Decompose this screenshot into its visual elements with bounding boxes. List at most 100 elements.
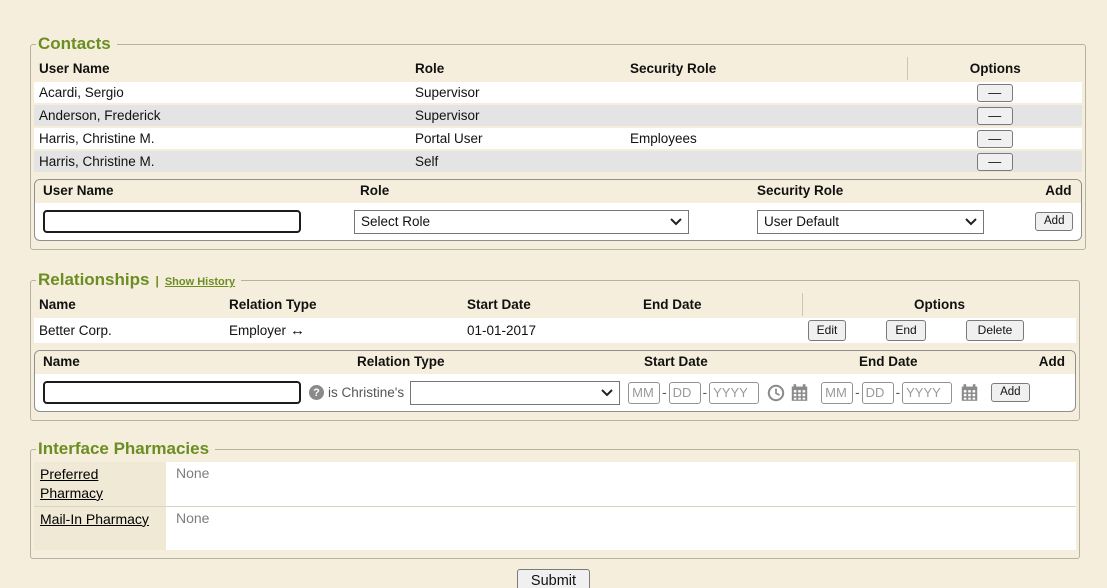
contacts-legend: Contacts — [36, 34, 117, 54]
calendar-icon[interactable] — [790, 383, 809, 402]
contact-role: Supervisor — [415, 108, 480, 123]
contacts-title: Contacts — [38, 34, 111, 53]
contact-role: Self — [415, 154, 439, 169]
submit-button[interactable]: Submit — [516, 568, 591, 588]
relationships-title: Relationships — [38, 270, 150, 289]
contacts-header-row: User Name Role Security Role Options — [34, 57, 1083, 82]
contacts-section: Contacts User Name Role Security Role Op… — [30, 34, 1087, 250]
relationships-legend: Relationships | Show History — [36, 270, 241, 290]
contact-row: Harris, Christine M. Self — — [34, 151, 1083, 174]
pharmacies-table: Preferred Pharmacy None Mail-In Pharmacy… — [34, 462, 1076, 550]
relationship-name-input[interactable] — [43, 381, 301, 404]
add-contact-col-user-name: User Name — [43, 183, 114, 198]
mail-in-pharmacy-value: None — [176, 509, 210, 526]
mail-in-pharmacy-cell: Mail-In Pharmacy — [34, 506, 166, 550]
contact-row: Acardi, Sergio Supervisor — — [34, 82, 1083, 105]
chevron-down-icon — [601, 388, 613, 396]
contact-user-name: Acardi, Sergio — [39, 85, 124, 100]
relationships-section: Relationships | Show History Name Relati… — [30, 270, 1080, 421]
contacts-col-role: Role — [415, 61, 445, 76]
possessive-label: is Christine's — [328, 385, 405, 400]
show-history-link[interactable]: Show History — [164, 276, 236, 288]
interface-pharmacies-section: Interface Pharmacies Preferred Pharmacy … — [30, 439, 1080, 559]
contact-security-role-select[interactable]: User Default — [757, 209, 984, 234]
add-contact-header: User Name Role Security Role Add — [35, 180, 1082, 203]
help-icon[interactable]: ? — [309, 385, 324, 400]
mail-in-pharmacy-link[interactable]: Mail-In Pharmacy — [40, 510, 149, 527]
contact-role: Supervisor — [415, 85, 480, 100]
add-relationship-box: Name Relation Type Start Date End Date A… — [34, 350, 1076, 412]
add-relationship-inputs: ? is Christine's - - — [35, 374, 1075, 411]
contact-role-select[interactable]: Select Role — [354, 209, 689, 234]
relationship-type-label: Employer — [229, 323, 287, 338]
add-contact-box: User Name Role Security Role Add Select … — [34, 179, 1083, 241]
contact-role: Portal User — [415, 131, 483, 146]
add-contact-col-security-role: Security Role — [757, 183, 844, 198]
submit-row: Submit — [0, 568, 1107, 588]
relationships-col-relation-type: Relation Type — [229, 297, 317, 312]
add-contact-button[interactable]: Add — [1035, 211, 1074, 232]
pharmacies-title: Interface Pharmacies — [38, 439, 210, 458]
contact-user-name: Harris, Christine M. — [39, 131, 155, 146]
relationships-col-options: Options — [802, 293, 1076, 316]
date-separator: - — [702, 385, 708, 400]
legend-separator: | — [155, 274, 159, 288]
clock-icon[interactable] — [767, 384, 785, 402]
preferred-pharmacy-cell: Preferred Pharmacy — [34, 462, 166, 506]
add-relationship-col-start-date: Start Date — [644, 354, 708, 369]
preferred-pharmacy-link[interactable]: Preferred Pharmacy — [40, 466, 104, 501]
relationship-name: Better Corp. — [39, 323, 112, 338]
end-year-input[interactable] — [902, 381, 953, 404]
calendar-icon[interactable] — [960, 383, 979, 402]
relation-type-select[interactable] — [410, 380, 621, 405]
date-separator: - — [855, 385, 860, 400]
contact-role-selected-value: Select Role — [361, 214, 431, 229]
date-separator: - — [662, 385, 667, 400]
contact-user-name: Harris, Christine M. — [39, 154, 155, 169]
pharmacy-row: Preferred Pharmacy None — [34, 462, 1076, 507]
date-separator: - — [895, 385, 901, 400]
relationships-header-row: Name Relation Type Start Date End Date O… — [34, 293, 1076, 318]
relationship-options: Edit End Delete — [802, 320, 1076, 341]
contact-user-name: Anderson, Frederick — [39, 108, 161, 123]
add-relationship-col-add: Add — [1038, 354, 1065, 369]
contacts-col-security-role: Security Role — [630, 61, 717, 76]
add-relationship-button[interactable]: Add — [991, 382, 1030, 403]
add-relationship-col-name: Name — [43, 354, 80, 369]
end-relationship-button[interactable]: End — [886, 320, 926, 341]
delete-relationship-button[interactable]: Delete — [966, 320, 1024, 341]
add-relationship-col-relation-type: Relation Type — [357, 354, 445, 369]
relationships-col-start-date: Start Date — [467, 297, 531, 312]
relationships-col-name: Name — [39, 297, 76, 312]
contacts-col-user-name: User Name — [39, 61, 110, 76]
end-date-group: - - — [821, 381, 979, 404]
contact-user-name-input[interactable] — [43, 210, 301, 233]
contact-security-role-selected-value: User Default — [764, 214, 840, 229]
relationship-start-date: 01-01-2017 — [467, 323, 537, 338]
start-day-input[interactable] — [668, 381, 701, 404]
preferred-pharmacy-value: None — [176, 465, 210, 481]
remove-contact-button[interactable]: — — [976, 83, 1013, 102]
chevron-down-icon — [965, 217, 977, 225]
contact-row: Harris, Christine M. Portal User Employe… — [34, 128, 1083, 151]
add-contact-inputs: Select Role User Default Add — [35, 203, 1081, 240]
add-contact-col-role: Role — [360, 183, 390, 198]
remove-contact-button[interactable]: — — [976, 129, 1013, 148]
start-date-group: - - — [628, 381, 809, 404]
remove-contact-button[interactable]: — — [976, 152, 1013, 171]
contact-row: Anderson, Frederick Supervisor — — [34, 105, 1083, 128]
add-relationship-header: Name Relation Type Start Date End Date A… — [35, 351, 1075, 374]
add-contact-col-add: Add — [1045, 183, 1072, 198]
contacts-col-options: Options — [907, 57, 1082, 80]
remove-contact-button[interactable]: — — [976, 106, 1013, 125]
end-day-input[interactable] — [861, 381, 894, 404]
relationship-type: Employer ↔ — [224, 322, 462, 339]
pharmacy-row: Mail-In Pharmacy None — [34, 506, 1076, 550]
start-month-input[interactable] — [628, 381, 661, 404]
start-year-input[interactable] — [709, 381, 760, 404]
contact-security-role: Employees — [630, 131, 697, 146]
edit-relationship-button[interactable]: Edit — [808, 320, 846, 341]
pharmacies-legend: Interface Pharmacies — [36, 439, 215, 459]
end-month-input[interactable] — [821, 381, 854, 404]
